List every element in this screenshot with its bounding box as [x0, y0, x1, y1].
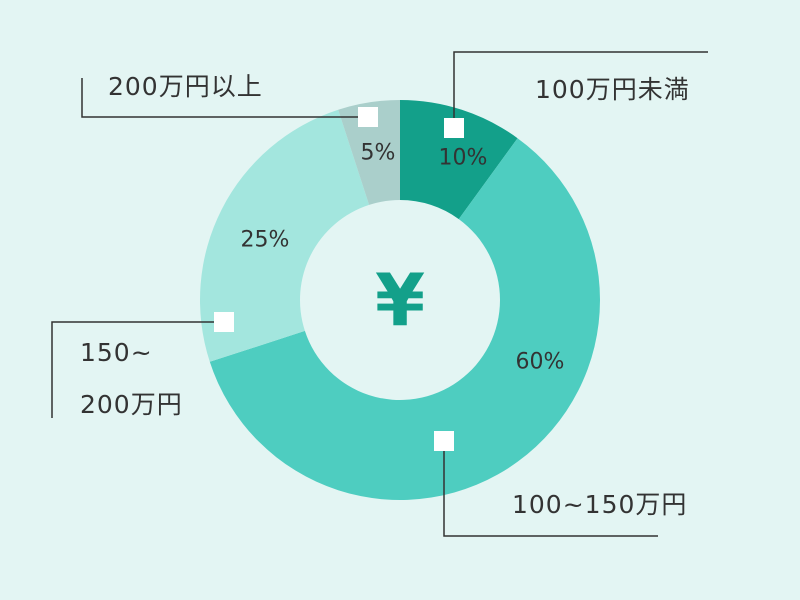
legend-label-150-200-line2: 200万円 [80, 390, 183, 419]
leader-line-100-150 [443, 441, 658, 537]
marker-100-150 [434, 431, 454, 451]
legend-label-100-150: 100~150万円 [512, 490, 688, 519]
slice-100-150 [209, 138, 600, 500]
leader-line-150-200 [51, 321, 224, 418]
legend-label-150-200-line1: 150~ [80, 338, 153, 367]
slice-under-100 [400, 100, 518, 220]
leader-line-over-200 [81, 78, 368, 118]
marker-over-200 [358, 107, 378, 127]
data-label-over-200: 5% [360, 140, 396, 166]
data-label-150-200: 25% [240, 227, 290, 253]
marker-under-100 [444, 118, 464, 138]
legend-label-over-200: 200万円以上 [108, 72, 263, 101]
yen-icon: ¥ [374, 258, 426, 342]
legend-label-under-100: 100万円未満 [535, 75, 690, 104]
data-label-100-150: 60% [515, 349, 565, 375]
data-label-under-100: 10% [438, 145, 488, 171]
leader-line-under-100 [453, 51, 708, 128]
slice-over-200 [338, 100, 400, 205]
marker-150-200 [214, 312, 234, 332]
slice-150-200 [200, 109, 370, 362]
